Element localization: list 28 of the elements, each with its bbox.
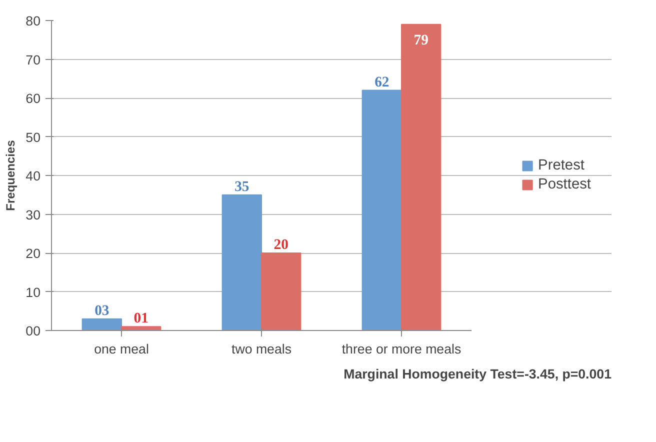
bar <box>121 326 162 330</box>
y-tick-label: 40 <box>26 168 41 184</box>
x-tick-label: two meals <box>232 342 292 356</box>
y-axis-title: Frequencies <box>4 140 18 211</box>
data-label: 01 <box>134 310 148 327</box>
bar <box>82 318 122 330</box>
legend-label: Posttest <box>538 176 591 192</box>
data-label: 79 <box>414 32 428 48</box>
y-tick-label: 70 <box>26 52 41 68</box>
y-tick-label: 10 <box>26 284 41 300</box>
text: Marginal Homogeneity Test=-3.45, p=0.001 <box>344 366 612 382</box>
y-tick-label: 30 <box>26 207 41 222</box>
y-tick-label: 50 <box>26 130 41 145</box>
bar <box>362 90 402 330</box>
data-label: 03 <box>94 302 110 319</box>
y-tick-label: 80 <box>26 14 41 28</box>
bar <box>222 194 262 330</box>
y-tick-label: 60 <box>26 91 41 106</box>
bar <box>401 24 442 330</box>
y-tick-label: 00 <box>26 324 41 338</box>
legend-label: Pretest <box>538 158 584 174</box>
data-label: 20 <box>274 237 288 253</box>
bar <box>261 252 302 330</box>
data-label: 35 <box>234 178 250 195</box>
x-tick-label: three or more meals <box>342 342 462 356</box>
x-tick-label: one meal <box>94 342 149 356</box>
y-tick-label: 20 <box>26 246 41 261</box>
data-label: 62 <box>374 74 390 90</box>
